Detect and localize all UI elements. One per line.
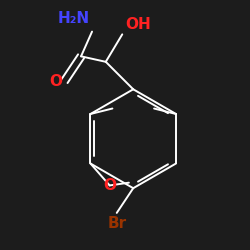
Text: O: O [103,178,116,193]
Text: H₂N: H₂N [57,11,89,26]
Text: OH: OH [125,16,151,32]
Text: O: O [49,74,62,88]
Text: Br: Br [107,216,126,231]
